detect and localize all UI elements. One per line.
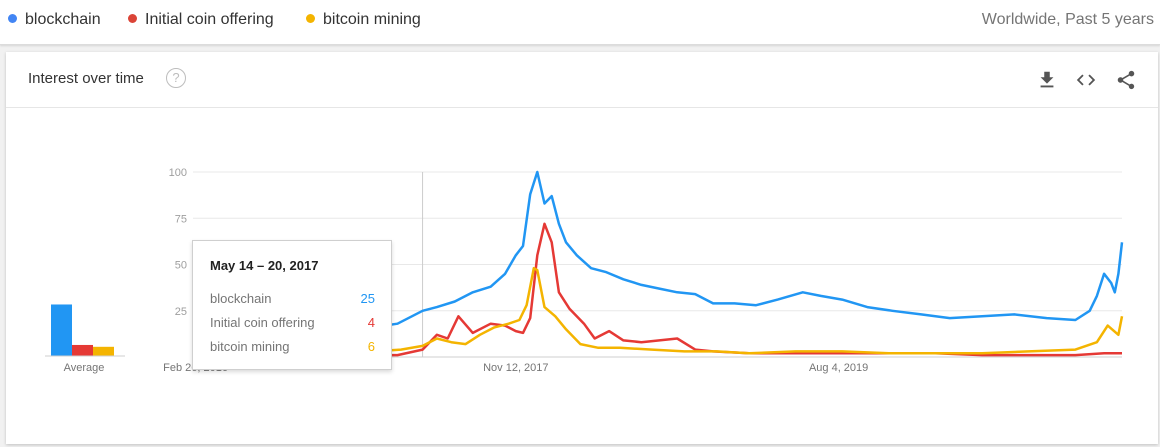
series-dot-icon [306,14,315,23]
y-tick-label: 100 [169,167,187,179]
average-bar-bitcoin-mining [93,346,114,356]
y-tick-label: 50 [175,260,187,272]
legend-item-bitcoin-mining[interactable]: bitcoin mining [306,10,421,30]
series-dot-icon [128,14,137,23]
tooltip-date: May 14 – 20, 2017 [210,258,319,273]
card-header: Interest over time ? [6,52,1158,108]
legend-bar: blockchain Initial coin offering bitcoin… [0,0,1160,45]
y-tick-label: 25 [175,306,187,318]
region-timeframe-label[interactable]: Worldwide, Past 5 years [981,11,1154,28]
embed-code-icon[interactable] [1075,69,1097,91]
series-line-blockchain [192,170,1124,344]
legend-item-initial-coin-offering[interactable]: Initial coin offering [128,10,274,30]
legend-item-blockchain[interactable]: blockchain [8,10,101,30]
x-tick-label: Aug 4, 2019 [809,362,868,374]
legend-label: bitcoin mining [323,11,421,28]
x-tick-label: Nov 12, 2017 [483,362,548,374]
tooltip-value: 4 [367,315,375,330]
card-title: Interest over time [28,70,144,87]
share-icon[interactable] [1115,69,1137,91]
tooltip-label: bitcoin mining [210,339,290,354]
hover-tooltip: May 14 – 20, 2017 blockchain 25 Initial … [192,240,392,370]
legend-label: Initial coin offering [145,11,274,28]
tooltip-value: 25 [360,291,375,306]
average-bar-initial-coin-offering [72,344,93,356]
average-label: Average [64,362,105,374]
tooltip-row-bitcoin-mining: bitcoin mining 6 [210,339,375,354]
tooltip-label: Initial coin offering [210,315,315,330]
tooltip-label: blockchain [210,291,272,306]
average-bar-blockchain [51,304,72,356]
help-icon[interactable]: ? [166,68,186,88]
series-dot-icon [8,14,17,23]
tooltip-row-blockchain: blockchain 25 [210,291,375,306]
download-icon[interactable] [1036,69,1058,91]
legend-label: blockchain [25,11,101,28]
y-tick-label: 75 [175,213,187,225]
series-line-bitcoin-mining [193,266,1124,355]
tooltip-value: 6 [367,339,375,354]
tooltip-row-initial-coin-offering: Initial coin offering 4 [210,315,375,330]
